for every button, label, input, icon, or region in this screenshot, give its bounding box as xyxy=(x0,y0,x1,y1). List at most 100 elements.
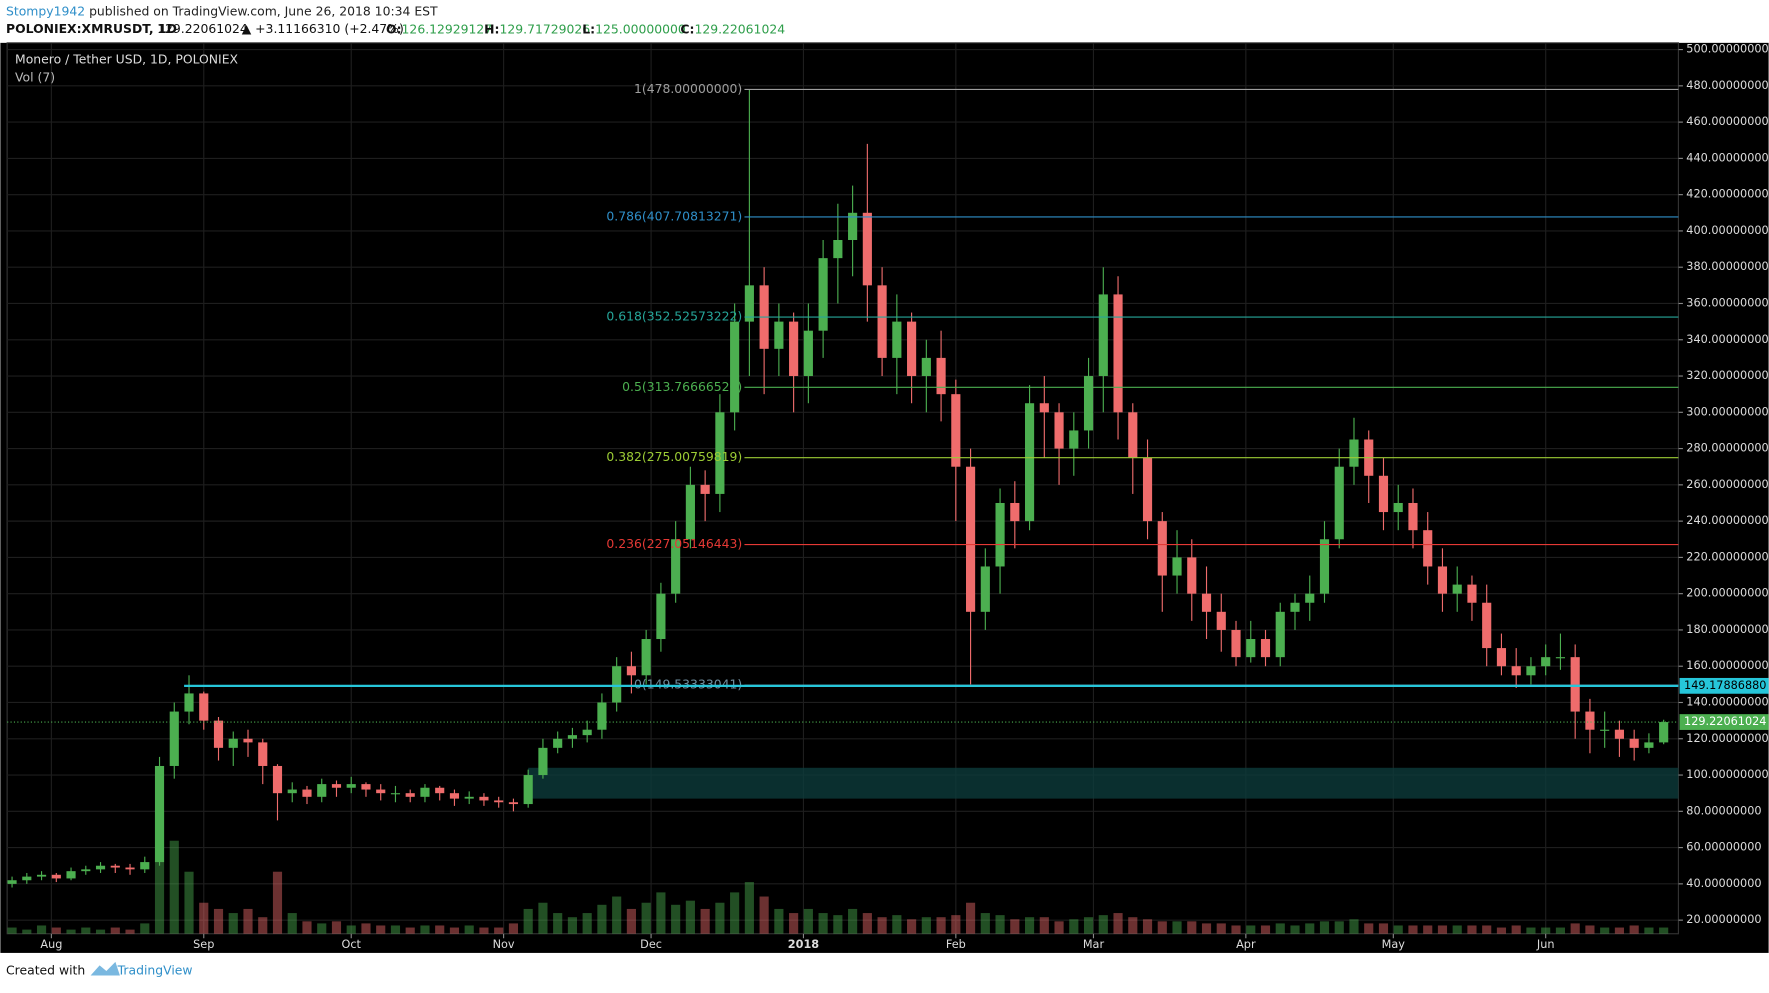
y-tick-label: 360.00000000 xyxy=(1686,296,1768,309)
volume-bar xyxy=(1054,921,1064,934)
y-tick-label: 40.00000000 xyxy=(1686,877,1761,890)
candle-body xyxy=(1482,602,1492,649)
ohlc-item: H:129.71729026 xyxy=(484,21,590,36)
ohlc-key: C: xyxy=(680,21,694,36)
candle-body xyxy=(995,502,1005,567)
volume-bar xyxy=(612,896,622,934)
volume-bar xyxy=(81,927,91,934)
y-tick-label: 140.00000000 xyxy=(1686,695,1768,708)
y-tick-label: 240.00000000 xyxy=(1686,514,1768,527)
volume-bar xyxy=(700,908,710,934)
candle-body xyxy=(656,593,666,640)
x-tick-label: Dec xyxy=(640,938,662,951)
candle-body xyxy=(523,775,533,805)
candle-body xyxy=(1098,294,1108,377)
candle-body xyxy=(936,357,946,395)
volume-bar xyxy=(1142,919,1153,934)
candle-body xyxy=(1496,648,1507,667)
candle-body xyxy=(626,666,636,676)
header-line: Stompy1942 published on TradingView.com,… xyxy=(6,3,438,18)
volume-bar xyxy=(405,927,415,934)
candle-body xyxy=(803,330,813,377)
volume-bar xyxy=(125,929,135,934)
candle-body xyxy=(1275,611,1285,658)
candle-body xyxy=(1511,666,1521,676)
volume-bar xyxy=(1570,923,1580,934)
volume-bar xyxy=(1496,927,1507,934)
volume-bar xyxy=(1231,925,1241,934)
x-tick-label: 2018 xyxy=(788,938,820,951)
candle-body xyxy=(140,862,150,870)
volume-bar xyxy=(1260,925,1271,934)
candle-body xyxy=(538,747,548,776)
y-tick-label: 480.00000000 xyxy=(1686,79,1768,92)
y-tick-label: 100.00000000 xyxy=(1686,768,1768,781)
ohlc-key: H: xyxy=(484,21,499,36)
y-tick-label: 300.00000000 xyxy=(1686,405,1768,418)
candle-body xyxy=(774,321,784,349)
volume-bar xyxy=(1216,923,1226,934)
volume-bar xyxy=(1083,917,1094,934)
candle-body xyxy=(287,789,297,794)
candle-body xyxy=(1201,593,1212,612)
ohlc-value: 129.22061024 xyxy=(694,21,785,36)
ohlc-value: 129.71729026 xyxy=(499,21,590,36)
candle-body xyxy=(331,784,342,788)
volume-bar xyxy=(848,908,858,934)
x-tick-label: Nov xyxy=(493,938,515,951)
volume-bar xyxy=(1511,925,1521,934)
candle-body xyxy=(1083,376,1094,431)
volume-bar xyxy=(287,913,297,934)
candle-body xyxy=(892,321,902,358)
candle-body xyxy=(877,285,887,358)
candle-body xyxy=(1069,430,1079,449)
volume-bar xyxy=(715,902,725,934)
volume-label: Vol (7) xyxy=(15,69,55,84)
y-tick-label: 340.00000000 xyxy=(1686,333,1768,346)
fib-label: 0.5(313.76666520) xyxy=(622,379,742,394)
y-tick-label: 120.00000000 xyxy=(1686,732,1768,745)
volume-bar xyxy=(1408,925,1418,934)
volume-bar xyxy=(877,917,887,934)
candle-body xyxy=(789,321,799,377)
candle-body xyxy=(272,765,283,794)
author[interactable]: Stompy1942 xyxy=(6,3,85,18)
candle-body xyxy=(1231,629,1241,658)
volume-bar xyxy=(331,921,342,934)
candle-body xyxy=(376,789,386,794)
volume-bar xyxy=(774,908,784,934)
volume-bar xyxy=(51,927,61,934)
candle-body xyxy=(1437,566,1448,594)
volume-bar xyxy=(582,913,592,934)
y-tick-label: 160.00000000 xyxy=(1686,659,1768,672)
y-tick-label: 260.00000000 xyxy=(1686,478,1768,491)
volume-bar xyxy=(1349,919,1359,934)
fib-label: 0.236(227.05146443) xyxy=(606,536,742,551)
logo xyxy=(90,961,120,976)
axes: 20.00000000 40.00000000 60.00000000 80.0000… xyxy=(40,43,1768,951)
volume-bar xyxy=(671,904,681,934)
volume-bar xyxy=(1157,921,1167,934)
candle-body xyxy=(715,412,725,494)
volume-bar xyxy=(641,902,651,934)
candle-body xyxy=(1629,738,1639,748)
volume-bar xyxy=(110,927,120,934)
candle-body xyxy=(125,867,135,870)
price-tag-label: 149.17886880 xyxy=(1684,679,1766,692)
volume-bar xyxy=(346,925,356,934)
candle-body xyxy=(494,800,504,803)
candle-body xyxy=(1644,742,1654,748)
volume-bar xyxy=(597,904,607,934)
fib-label: 0(149.53333041) xyxy=(634,677,742,692)
footer-brand[interactable]: TradingView xyxy=(117,962,193,977)
ohlc-item: C:129.22061024 xyxy=(680,21,785,36)
volume-bar xyxy=(1393,925,1403,934)
candle-body xyxy=(700,484,710,494)
candle-body xyxy=(1526,666,1536,676)
candle-body xyxy=(567,735,577,739)
candle-body xyxy=(1570,657,1580,712)
candle-body xyxy=(1216,611,1226,630)
volume-bar xyxy=(258,917,268,934)
volume-bar xyxy=(1555,927,1566,934)
candle-body xyxy=(582,729,592,736)
